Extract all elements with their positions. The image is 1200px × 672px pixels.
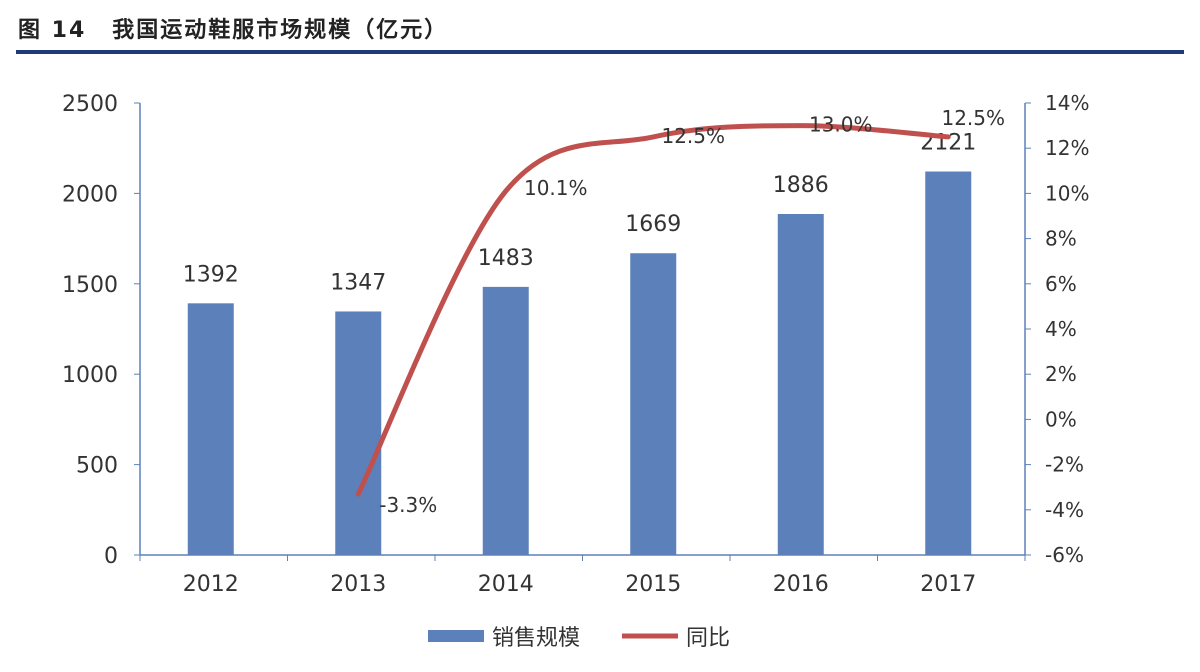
y-left-tick-label: 0	[104, 544, 118, 569]
yoy-value-label: 12.5%	[941, 106, 1005, 130]
y-right-tick-label: -2%	[1045, 453, 1084, 477]
yoy-value-label: 10.1%	[524, 176, 588, 200]
x-tick-label: 2013	[330, 572, 386, 597]
x-tick-label: 2012	[183, 572, 239, 597]
x-tick-label: 2016	[773, 572, 829, 597]
bar-value-label: 1886	[773, 173, 829, 198]
yoy-value-label: 12.5%	[661, 124, 725, 148]
title-rule	[16, 50, 1184, 54]
bar-2016	[777, 214, 824, 555]
y-left-tick-label: 1000	[62, 363, 118, 388]
legend-label-line: 同比	[686, 626, 730, 651]
figure-label: 图 14	[18, 18, 87, 43]
y-left-tick-label: 500	[76, 454, 118, 479]
x-tick-label: 2017	[920, 572, 976, 597]
y-right-tick-label: 0%	[1045, 407, 1077, 431]
y-left-tick-label: 2000	[62, 182, 118, 207]
x-tick-label: 2014	[478, 572, 534, 597]
legend-label-bar: 销售规模	[492, 626, 580, 651]
yoy-value-label: -3.3%	[379, 493, 437, 517]
figure-title-text: 我国运动鞋服市场规模（亿元）	[112, 18, 449, 43]
legend-swatch-bar	[428, 630, 484, 642]
yoy-line	[355, 123, 951, 497]
y-right-tick-label: 6%	[1045, 272, 1077, 296]
y-right-tick-label: 14%	[1045, 91, 1089, 115]
bar-2012	[187, 303, 234, 555]
bar-2015	[630, 253, 677, 555]
y-right-tick-label: 10%	[1045, 181, 1089, 205]
bar-2014	[482, 286, 529, 555]
y-right-tick-label: -6%	[1045, 543, 1084, 567]
y-right-tick-label: 4%	[1045, 317, 1077, 341]
yoy-value-label: 13.0%	[809, 113, 873, 137]
bar-value-label: 1392	[183, 262, 239, 287]
bar-value-label: 1669	[625, 212, 681, 237]
y-right-tick-label: 2%	[1045, 362, 1077, 386]
bar-2017	[925, 171, 972, 555]
y-right-tick-label: 12%	[1045, 136, 1089, 160]
y-left-tick-label: 2500	[62, 92, 118, 117]
y-left-tick-label: 1500	[62, 273, 118, 298]
y-right-tick-label: -4%	[1045, 498, 1084, 522]
y-right-tick-label: 8%	[1045, 227, 1077, 251]
x-tick-label: 2015	[625, 572, 681, 597]
bar-2013	[335, 311, 382, 555]
bar-value-label: 1347	[330, 270, 386, 295]
figure-title: 图 14 我国运动鞋服市场规模（亿元）	[18, 12, 448, 44]
bar-value-label: 1483	[478, 246, 534, 271]
